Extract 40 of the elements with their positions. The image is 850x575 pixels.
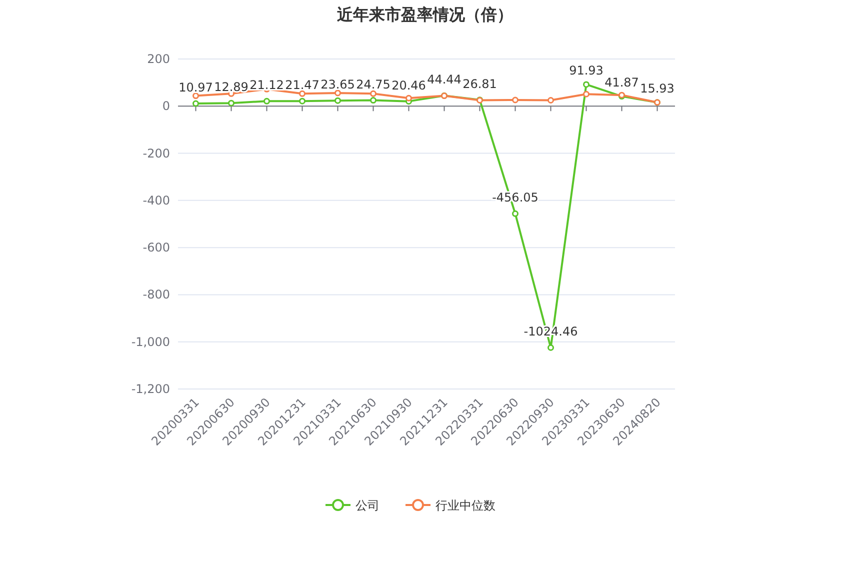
point (192, 100, 199, 107)
point (334, 97, 341, 104)
data-label: 91.93 (569, 63, 604, 78)
data-label: 24.75 (356, 77, 390, 92)
y-tick-label: -1,200 (131, 382, 170, 396)
data-label: 15.93 (640, 81, 674, 96)
legend-label: 行业中位数 (436, 498, 496, 512)
point (370, 90, 376, 97)
y-tick-label: -800 (142, 288, 170, 302)
point (192, 92, 199, 100)
chart-title: 近年来市盈率情况（倍） (336, 5, 513, 24)
point (583, 81, 590, 88)
point (299, 90, 306, 97)
data-label: 23.65 (320, 78, 355, 92)
point (512, 210, 518, 217)
data-label: 20.46 (392, 78, 426, 92)
y-tick-label: -1,000 (131, 334, 170, 349)
y-tick-label: -200 (142, 146, 170, 160)
data-label: 21.47 (285, 78, 320, 92)
y-tick-label: 200 (147, 52, 170, 66)
point (264, 98, 270, 104)
point (370, 97, 376, 104)
legend-label: 公司 (356, 498, 380, 512)
data-label: 26.81 (462, 76, 497, 91)
y-tick-label: 0 (162, 99, 170, 114)
point (406, 94, 412, 102)
point (228, 100, 234, 106)
point (548, 344, 554, 351)
point (548, 97, 554, 104)
data-label: 10.97 (178, 80, 213, 95)
y-tick-label: -600 (142, 240, 170, 255)
point (334, 90, 341, 96)
data-label: 44.44 (427, 72, 462, 87)
point (512, 96, 518, 104)
data-label: 12.89 (214, 80, 248, 94)
point (583, 90, 590, 98)
point (299, 98, 306, 104)
data-label: 41.87 (604, 75, 639, 90)
y-tick-label: -400 (142, 193, 170, 208)
data-label: 21.12 (250, 78, 284, 92)
